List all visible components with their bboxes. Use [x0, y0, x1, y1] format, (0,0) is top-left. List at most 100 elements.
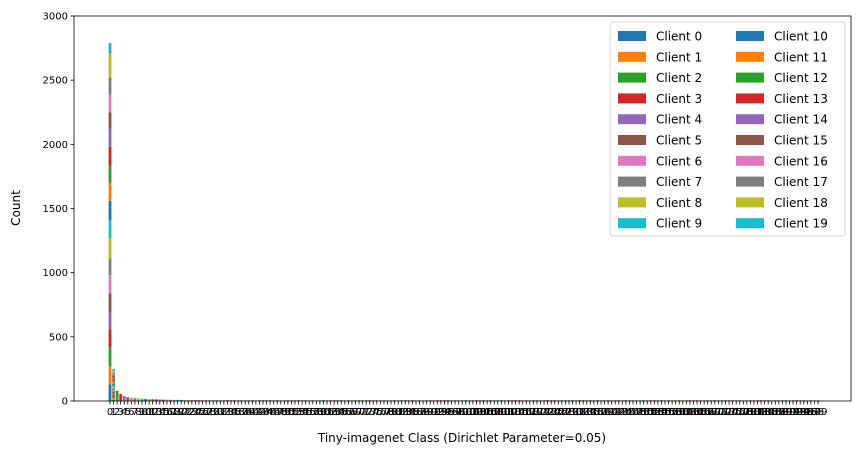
x-tick-label: 195: [794, 407, 813, 418]
legend-entry: Client 9: [656, 217, 702, 231]
x-tick-label: 163: [680, 407, 699, 418]
x-tick-label: 130: [563, 407, 582, 418]
x-tick-label: 31: [214, 407, 227, 418]
x-tick-label: 199: [808, 407, 827, 418]
x-tick-label: 75: [370, 407, 383, 418]
legend-entry: Client 0: [656, 30, 702, 44]
x-tick-label: 51: [285, 407, 298, 418]
x-tick-label: 69: [349, 407, 362, 418]
legend-swatch: [618, 176, 646, 187]
x-tick-label: 73: [363, 407, 376, 418]
x-tick-label: 168: [698, 407, 717, 418]
x-tick-label: 40: [246, 407, 259, 418]
x-tick-label: 16: [161, 407, 174, 418]
legend-entry: Client 5: [656, 134, 702, 148]
bar-class-1-client-12: [112, 380, 115, 382]
x-tick-label: 99: [456, 407, 469, 418]
y-axis-label: Count: [9, 190, 23, 226]
x-tick-label: 56: [303, 407, 316, 418]
x-tick-label: 186: [762, 407, 781, 418]
x-tick-label: 24: [189, 407, 202, 418]
legend-frame: [609, 21, 846, 237]
legend-entry: Client 12: [774, 71, 828, 85]
bar-class-15-client-0: [161, 399, 165, 401]
x-tick-label: 169: [702, 407, 721, 418]
x-tick-label: 37: [235, 407, 248, 418]
legend-swatch: [618, 218, 646, 229]
x-tick-label: 58: [310, 407, 323, 418]
y-ticks: 0 500 1000 1500 2000 2500 3000: [43, 12, 74, 408]
x-tick-label: 57: [306, 407, 319, 418]
x-tick-label: 1: [110, 407, 116, 418]
bar-class-0-client-11: [108, 182, 112, 201]
x-ticks: 0123456789101112131415161718192021222324…: [107, 401, 828, 418]
bar-class-1-client-3: [112, 395, 115, 397]
bar-class-9-client-0: [140, 398, 144, 401]
bar-class-0-client-2: [108, 347, 112, 367]
x-tick-label: 188: [769, 407, 788, 418]
bar-class-1-client-1: [112, 397, 115, 400]
x-tick-label: 36: [232, 407, 245, 418]
x-tick-label: 30: [210, 407, 223, 418]
x-tick-label: 39: [242, 407, 255, 418]
x-tick-label: 152: [641, 407, 660, 418]
x-tick-label: 8: [135, 407, 141, 418]
bar-class-1-client-15: [112, 375, 115, 378]
x-tick-label: 84: [402, 407, 415, 418]
bar-class-0-client-7: [108, 258, 112, 276]
legend-entry: Client 16: [774, 154, 828, 168]
x-tick-label: 103: [467, 407, 486, 418]
x-tick-label: 147: [623, 407, 642, 418]
x-tick-label: 180: [741, 407, 760, 418]
x-tick-label: 151: [638, 407, 657, 418]
x-tick-label: 158: [663, 407, 682, 418]
legend-swatch: [736, 176, 764, 187]
legend-swatch: [736, 218, 764, 229]
x-tick-label: 54: [296, 407, 309, 418]
x-tick-label: 11: [143, 407, 156, 418]
x-tick-label: 50: [282, 407, 295, 418]
x-tick-label: 173: [716, 407, 735, 418]
x-tick-label: 129: [559, 407, 578, 418]
x-tick-label: 32: [217, 407, 230, 418]
x-tick-label: 150: [634, 407, 653, 418]
x-tick-label: 176: [727, 407, 746, 418]
x-tick-label: 190: [776, 407, 795, 418]
x-tick-label: 179: [737, 407, 756, 418]
bar-class-0-client-3: [108, 329, 112, 348]
x-tick-label: 104: [470, 407, 489, 418]
bar-class-0-client-4: [108, 312, 112, 330]
x-tick-label: 27: [200, 407, 213, 418]
bar-class-1-client-7: [112, 388, 115, 391]
x-tick-label: 187: [766, 407, 785, 418]
x-tick-label: 171: [709, 407, 728, 418]
bar-class-20-client-0: [179, 399, 183, 401]
x-tick-label: 157: [659, 407, 678, 418]
x-tick-label: 41: [250, 407, 263, 418]
x-tick-label: 19: [171, 407, 184, 418]
bar-class-16-client-0: [165, 399, 169, 401]
y-tick-label: 1000: [43, 268, 68, 279]
x-tick-label: 162: [677, 407, 696, 418]
bar-class-1-client-10: [112, 383, 115, 385]
x-tick-label: 106: [478, 407, 497, 418]
bar-class-1-client-4: [112, 393, 115, 396]
x-tick-label: 167: [695, 407, 714, 418]
x-tick-label: 155: [652, 407, 671, 418]
x-tick-label: 44: [260, 407, 273, 418]
x-tick-label: 43: [257, 407, 270, 418]
bar-class-0-client-12: [108, 166, 112, 183]
x-tick-label: 119: [524, 407, 543, 418]
bar-class-0-client-10: [108, 200, 112, 221]
x-tick-label: 113: [502, 407, 521, 418]
bar-class-1-client-9: [112, 384, 115, 387]
bar-class-1-client-11: [112, 381, 115, 384]
x-tick-label: 93: [435, 407, 448, 418]
x-tick-label: 26: [196, 407, 209, 418]
x-tick-label: 94: [438, 407, 451, 418]
x-tick-label: 9: [139, 407, 145, 418]
bar-class-17-client-0: [169, 399, 172, 401]
bar-class-1-client-2: [112, 396, 115, 398]
legend-swatch: [736, 72, 764, 83]
